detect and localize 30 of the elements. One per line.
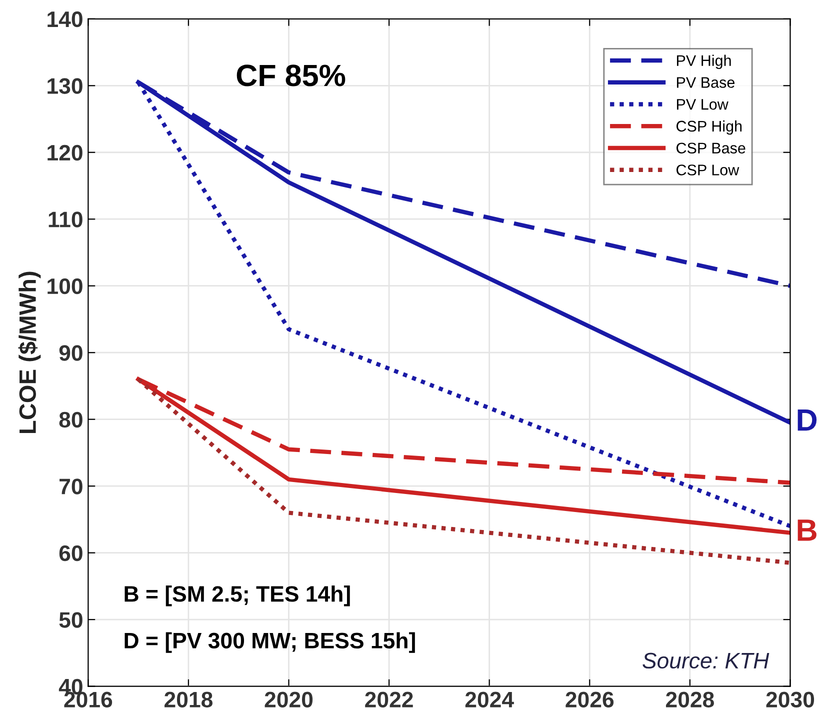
x-tick-label: 2024 [465, 692, 514, 708]
x-tick-label: 2018 [164, 692, 212, 708]
legend-label: CSP Base [676, 142, 746, 154]
y-tick-label: 60 [59, 545, 82, 562]
legend-label: CSP Low [676, 164, 740, 176]
y-tick-label: 140 [48, 11, 82, 28]
y-axis-title: LCOE ($/MWh) [18, 272, 41, 433]
legend-label: PV High [676, 54, 731, 70]
y-tick-label: 90 [59, 345, 82, 361]
y-tick-label: 80 [59, 412, 82, 428]
y-tick-label: 120 [48, 144, 82, 161]
y-tick-label: 70 [60, 478, 82, 494]
y-tick-label: 130 [48, 78, 82, 94]
annotation: D [798, 410, 817, 431]
x-tick-label: 2026 [566, 692, 614, 708]
annotation: B [798, 520, 816, 541]
annotation: D = [PV 300 MW; BESS 15h] [124, 632, 415, 653]
y-tick-label: 110 [48, 212, 82, 228]
legend-label: CSP High [676, 120, 742, 135]
x-tick-label: 2028 [666, 692, 714, 708]
legend-label: PV Base [676, 77, 734, 88]
y-tick-label: 100 [48, 278, 82, 294]
legend-label: PV Low [676, 99, 728, 110]
x-tick-label: 2020 [264, 692, 313, 708]
y-tick-label: 50 [59, 612, 82, 628]
x-tick-label: 2022 [365, 692, 413, 708]
annotation: CF 85% [236, 64, 346, 86]
annotation: Source: KTH [642, 652, 770, 669]
x-tick-label: 2030 [766, 692, 814, 708]
annotation: B = [SM 2.5; TES 14h] [124, 585, 350, 606]
